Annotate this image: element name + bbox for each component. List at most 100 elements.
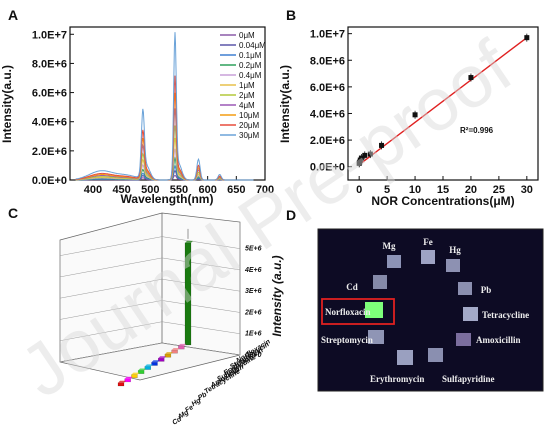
spectrum-curve: [75, 32, 254, 181]
y-tick-label-b: 4.0E+6: [310, 108, 345, 120]
y-axis-a: 0.0E+0 2.0E+6 4.0E+6 6.0E+6 8.0E+6 1.0E+7: [32, 29, 74, 187]
bar-top-c: [178, 343, 187, 346]
bar-c: [151, 362, 158, 366]
z-tick-label-c: 3E+6: [245, 288, 262, 295]
panel-d: D Mg Fe Hg Cd Pb Norfloxacin Tetracyclin…: [286, 207, 544, 392]
sample-square-streptomycin: [368, 330, 384, 344]
x-tick-label-a: 700: [256, 184, 274, 196]
x-tick-label-b: 10: [409, 184, 421, 196]
data-point: [367, 151, 373, 157]
x-tick-label-a: 450: [112, 184, 130, 196]
panel-a: A 0.0E+0 2.0E+6 4.0E+6 6.0E+6 8.0E+6 1.0E+7 4…: [0, 7, 274, 206]
label-sulfapyridine: Sulfapyridine: [442, 374, 495, 384]
label-mg: Mg: [383, 241, 396, 251]
spectrum-curve: [75, 92, 254, 181]
y-tick-label-a: 4.0E+6: [32, 117, 67, 129]
panel-c: C 0E+01E+62E+63E+64E+65E+6 NorfloxacinSt…: [8, 205, 284, 427]
bar-top-c: [131, 372, 140, 375]
category-label-c: Cd: [171, 415, 183, 426]
z-tick-label-c: 0E+0: [245, 352, 262, 359]
legend-label-a: 30μM: [239, 131, 260, 140]
bar-top-c: [164, 352, 173, 355]
label-tetracycline: Tetracycline: [482, 310, 529, 320]
bar-c: [164, 353, 172, 358]
z-tick-label-c: 2E+6: [244, 309, 262, 316]
sample-square-cd: [373, 275, 387, 289]
bar-c: [157, 358, 165, 362]
y-tick-label-b: 2.0E+6: [310, 135, 345, 147]
bar-c: [124, 378, 131, 383]
grid-line-c: [161, 300, 241, 313]
x-tick-label-b: 30: [521, 184, 533, 196]
panel-b: B 0.0E+0 2.0E+6 4.0E+6 6.0E+6 8.0E+6 1.0E+7 0…: [278, 7, 539, 208]
z-tick-label-c: 1E+6: [245, 331, 262, 338]
y-tick-label-a: 2.0E+6: [32, 146, 67, 158]
x-tick-label-b: 0: [356, 184, 362, 196]
3d-box-c: [59, 212, 241, 381]
legend-label-a: 10μM: [239, 111, 260, 120]
grid-line-c: [59, 278, 163, 299]
y-tick-label-b: 1.0E+7: [310, 29, 345, 41]
label-pb: Pb: [481, 285, 492, 295]
sample-square-fe: [421, 250, 435, 264]
spectrum-curve: [75, 108, 254, 181]
panel-label-b: B: [286, 7, 296, 23]
grid-line-c: [59, 321, 163, 341]
r-squared-annotation: R²=0.996: [460, 126, 494, 135]
bar-top-c: [171, 348, 180, 351]
legend-label-a: 0.04μM: [239, 41, 266, 50]
y-tick-label-a: 6.0E+6: [32, 88, 67, 100]
plot-frame-a: [69, 26, 266, 181]
linear-fit-line: [358, 37, 528, 166]
grid-line-c: [161, 321, 241, 334]
label-streptomycin: Streptomycin: [321, 335, 373, 345]
bar-c: [137, 370, 145, 374]
y-tick-label-a: 1.0E+7: [32, 29, 67, 41]
bars-c: [117, 228, 193, 387]
legend-label-a: 0μM: [239, 31, 255, 40]
label-norfloxacin: Norfloxacin: [325, 307, 371, 317]
sample-square-mg: [387, 255, 401, 268]
spectrum-curve: [75, 75, 254, 181]
sample-square-tetracycline: [463, 307, 478, 321]
x-tick-label-b: 5: [384, 184, 390, 196]
label-erythromycin: Erythromycin: [370, 374, 424, 384]
z-axis-title-c: Intensity (a.u.): [270, 255, 284, 336]
z-tick-label-c: 5E+6: [245, 246, 262, 253]
panel-label-a: A: [8, 7, 18, 23]
grid-line-c: [59, 300, 163, 320]
sample-square-sulfapyridine: [428, 348, 443, 362]
category-label-c: Mg: [178, 409, 191, 421]
category-label-c: Pb: [197, 391, 209, 402]
label-fe: Fe: [423, 237, 433, 247]
x-axis-title-a: Wavelength(nm): [121, 192, 214, 206]
x-tick-label-b: 20: [465, 184, 477, 196]
x-axis-title-b: NOR Concentrations(μM): [371, 194, 514, 208]
spectra-curves: [75, 32, 254, 181]
legend-a: 0μM0.04μM0.1μM0.2μM0.4μM1μM2μM4μM10μM20μ…: [220, 31, 266, 140]
panel-label-c: C: [8, 205, 18, 221]
x-axis-a: 400 450 500 550 600 650 700: [84, 176, 274, 196]
sample-square-norfloxacin: [365, 302, 383, 318]
data-point: [379, 142, 385, 148]
y-tick-label-b: 8.0E+6: [310, 55, 345, 67]
category-label-c: Fe: [184, 404, 195, 414]
sample-square-erythromycin: [397, 350, 413, 365]
photo-frame: [317, 228, 544, 392]
sample-square-pb: [458, 282, 472, 295]
bar-top-c: [151, 360, 160, 363]
x-tick-label-a: 600: [198, 184, 216, 196]
bar-c: [171, 349, 178, 354]
bar-top-c: [118, 380, 126, 383]
data-point: [468, 75, 474, 81]
label-cd: Cd: [346, 282, 358, 292]
data-point: [358, 155, 364, 161]
label-amoxicillin: Amoxicillin: [476, 335, 521, 345]
data-point: [412, 112, 418, 118]
legend-label-a: 0.1μM: [239, 51, 262, 60]
sample-square-hg: [446, 259, 460, 272]
x-tick-label-a: 650: [227, 184, 245, 196]
grid-line-c: [59, 342, 163, 363]
data-point: [362, 152, 368, 158]
